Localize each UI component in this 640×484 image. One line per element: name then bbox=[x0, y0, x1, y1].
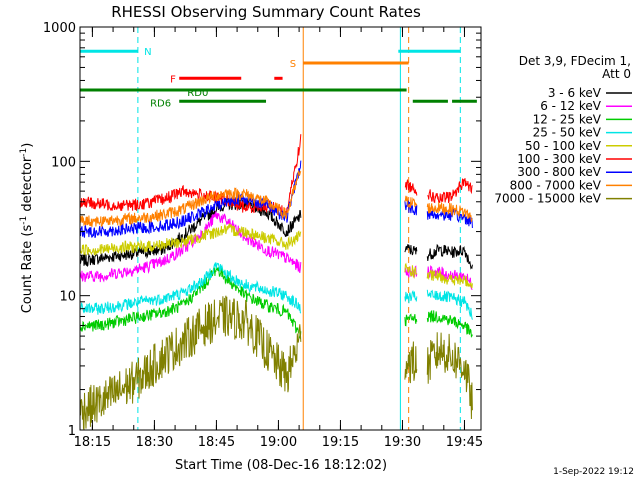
legend-label-7: 800 - 7000 keV bbox=[510, 178, 602, 192]
footer-timestamp: 1-Sep-2022 19:12 bbox=[553, 467, 634, 477]
series-line-0 bbox=[79, 197, 473, 270]
legend-label-2: 12 - 25 keV bbox=[533, 112, 602, 126]
series-line-4 bbox=[79, 222, 473, 289]
state-bar-label-n: N bbox=[144, 47, 151, 58]
series-line-7 bbox=[79, 169, 473, 228]
x-axis-label: Start Time (08-Dec-16 18:12:02) bbox=[175, 458, 387, 473]
x-tick-label-2: 18:45 bbox=[198, 435, 235, 450]
y-axis-label-sup2: -1 bbox=[19, 148, 29, 157]
state-bar-label-s: S bbox=[290, 59, 296, 70]
x-tick-label-6: 19:45 bbox=[446, 435, 483, 450]
legend-label-5: 100 - 300 keV bbox=[517, 152, 601, 166]
legend-header-line2: Att 0 bbox=[602, 67, 631, 81]
chart-title: RHESSI Observing Summary Count Rates bbox=[111, 3, 421, 21]
legend-label-3: 25 - 50 keV bbox=[533, 126, 602, 140]
series-line-8 bbox=[79, 295, 473, 430]
x-tick-label-3: 19:00 bbox=[260, 435, 297, 450]
legend-header-line1: Det 3,9, FDecim 1, bbox=[519, 54, 631, 68]
legend-label-6: 300 - 800 keV bbox=[517, 165, 601, 179]
x-tick-label-5: 19:30 bbox=[384, 435, 421, 450]
y-axis-label: Count Rate (s-1 detector-1) bbox=[19, 143, 35, 314]
y-tick-label-0: 1 bbox=[68, 424, 76, 439]
y-axis-label-mid: detector bbox=[20, 156, 35, 216]
legend-label-8: 7000 - 15000 keV bbox=[494, 192, 601, 206]
legend-label-1: 6 - 12 keV bbox=[540, 99, 602, 113]
x-tick-label-1: 18:30 bbox=[136, 435, 173, 450]
state-bar-label-rd0: RD0 bbox=[187, 88, 208, 99]
y-tick-label-2: 100 bbox=[51, 155, 76, 170]
x-tick-label-0: 18:15 bbox=[74, 435, 111, 450]
state-bar-label-f: F bbox=[170, 74, 176, 85]
series-line-5 bbox=[79, 134, 473, 217]
series-line-3 bbox=[79, 262, 473, 320]
y-axis-label-sup1: -1 bbox=[19, 216, 29, 225]
y-axis-label-post: ) bbox=[20, 143, 35, 148]
y-tick-label-3: 1000 bbox=[43, 21, 76, 36]
y-axis-label-pre: Count Rate (s bbox=[20, 225, 35, 314]
legend-label-4: 50 - 100 keV bbox=[525, 139, 602, 153]
plot-frame bbox=[79, 26, 482, 431]
legend-label-0: 3 - 6 keV bbox=[548, 86, 602, 100]
series-line-2 bbox=[79, 266, 473, 340]
y-tick-label-1: 10 bbox=[59, 290, 76, 305]
x-tick-label-4: 19:15 bbox=[322, 435, 359, 450]
state-bar-label-rd6: RD6 bbox=[150, 98, 171, 109]
